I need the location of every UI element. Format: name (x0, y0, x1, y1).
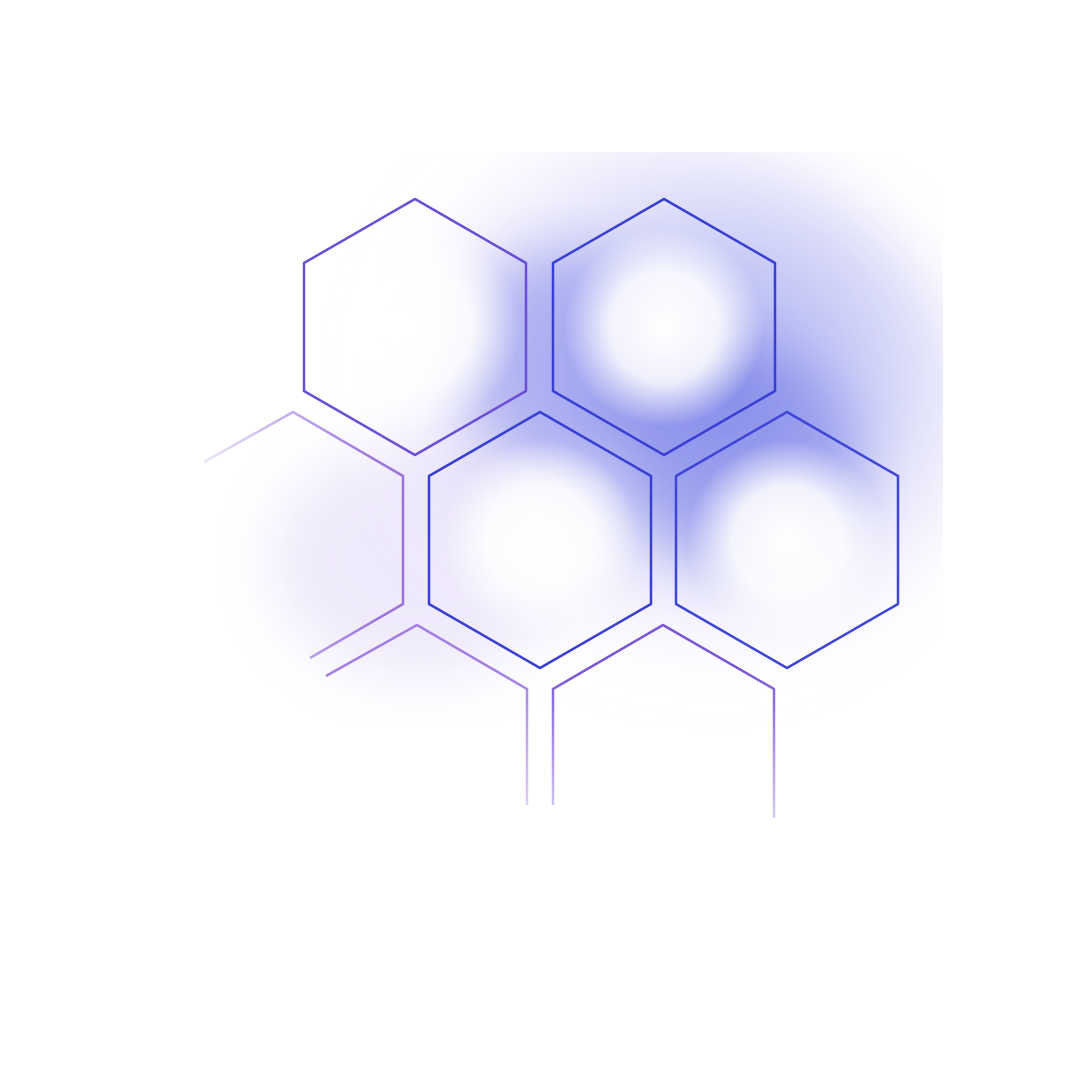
faded-hexagons (203, 410, 776, 818)
hexagon-middle-left-partial (203, 410, 405, 660)
highlight-top-right (564, 227, 764, 427)
hexagon-top-right (551, 197, 777, 457)
hexagon-middle-center (427, 410, 653, 670)
hexagon-middle-right (674, 410, 900, 670)
hexagon-bottom-right-partial (551, 623, 776, 818)
highlight-top-left (310, 222, 520, 432)
hexagon-top-left (302, 197, 528, 457)
hexagon-outlines (302, 197, 900, 670)
hexagon-bottom-left-partial (325, 623, 529, 805)
inner-highlights (310, 222, 887, 640)
highlight-middle-right (687, 440, 887, 640)
highlight-middle-center (440, 440, 640, 640)
